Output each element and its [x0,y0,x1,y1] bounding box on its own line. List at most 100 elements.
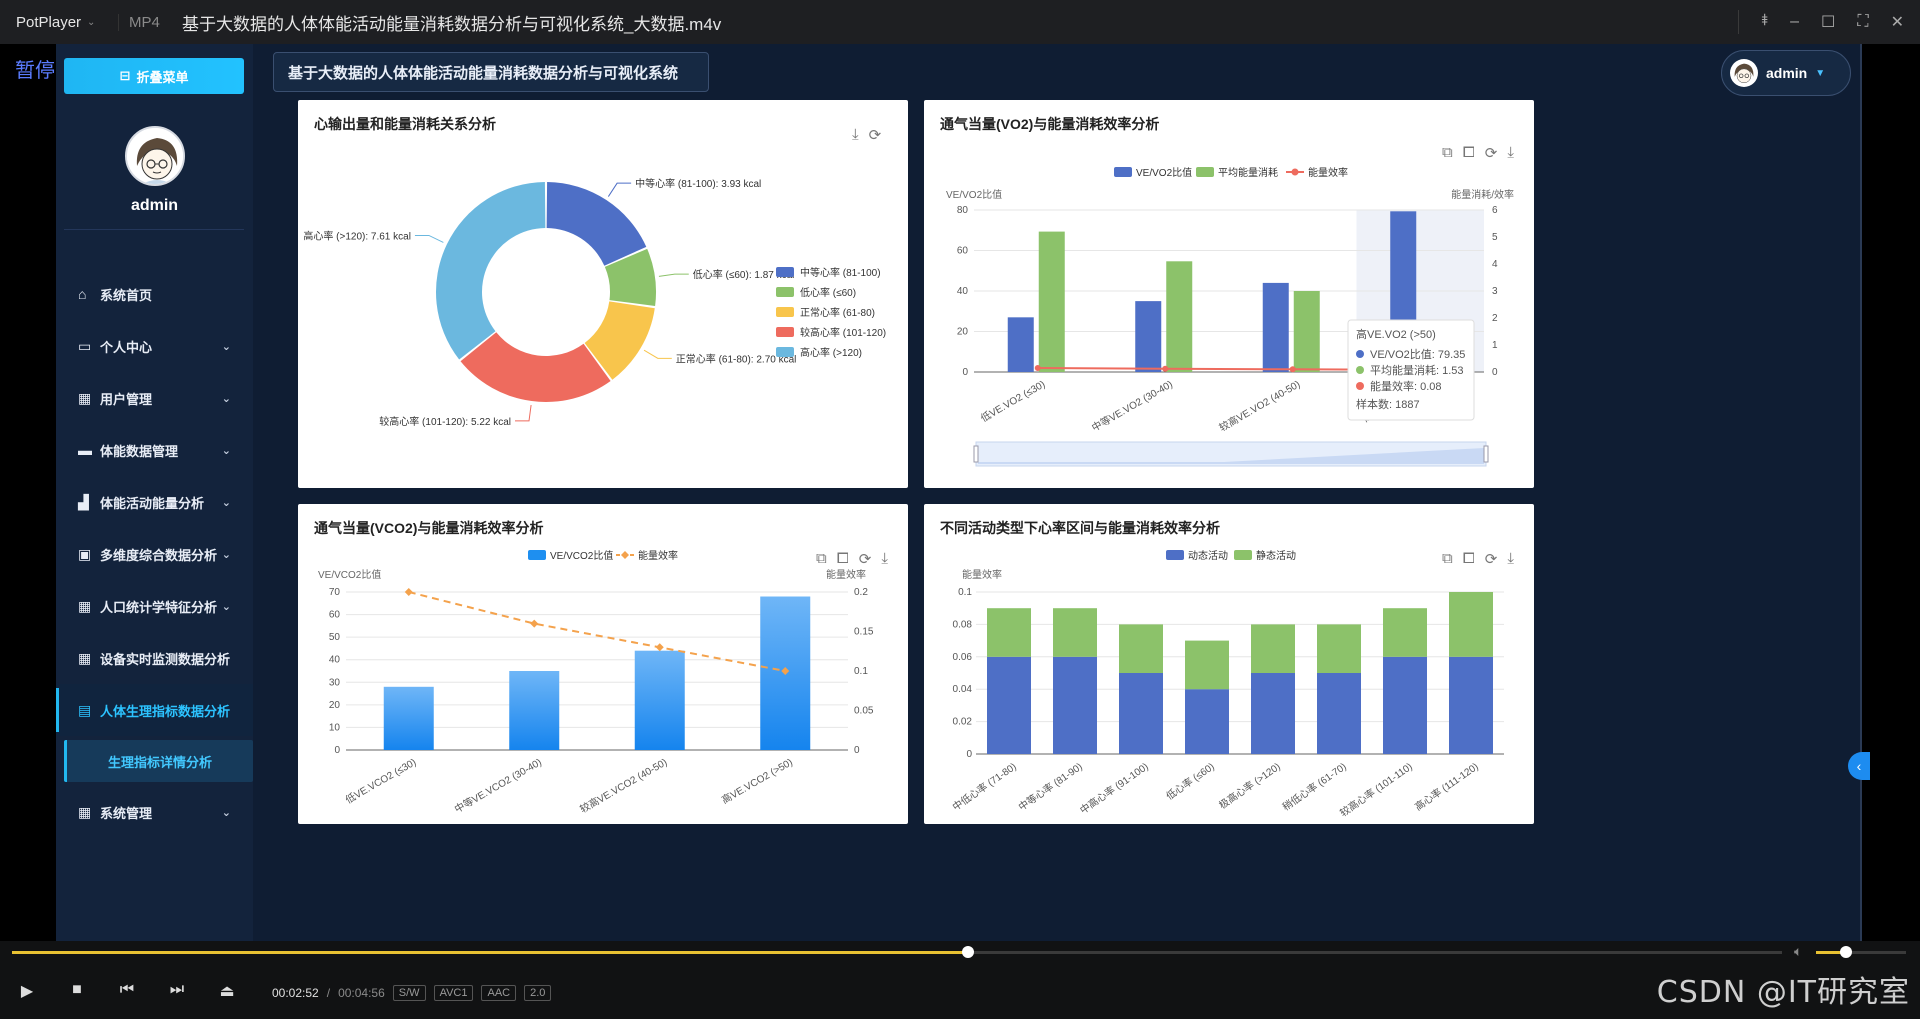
avatar[interactable] [125,126,185,186]
total-time: 00:04:56 [338,986,385,1000]
eject-icon[interactable]: ⏏ [219,983,235,1000]
tooltip-footer: 样本数: 1887 [1356,397,1420,411]
pin-icon[interactable]: ⯒ [1761,11,1769,29]
tooltip-row: 平均能量消耗: 1.53 [1370,363,1464,377]
current-time: 00:02:52 [272,986,319,1000]
bar [634,650,685,750]
datazoom-handle [1483,445,1489,463]
download-icon[interactable]: ⤓ [881,550,888,567]
x-tick-label: 高心率 (111-120) [1412,760,1481,813]
pie-slice [460,332,611,402]
user-menu[interactable]: admin ▼ [1721,50,1851,96]
sidebar-item-user-management[interactable]: ▦ 用户管理 ⌄ [56,372,253,424]
refresh-icon[interactable]: ⟳ [1484,145,1498,162]
bar [1053,608,1097,657]
sidebar-item-physiology[interactable]: ▤ 人体生理指标数据分析 [56,684,253,736]
bar [383,686,434,750]
sidebar-item-personal-center[interactable]: ▭ 个人中心 ⌄ [56,320,253,372]
chevron-down-icon: ⌄ [221,548,231,561]
zoom-icon[interactable]: ⧉ [816,550,827,567]
chart-card-vco2: 通气当量(VCO2)与能量消耗效率分析 ⧉ ⧠ ⟳ ⤓ VE/VCO2比值 能量效… [298,504,908,824]
zoom-reset-icon[interactable]: ⧠ [1462,550,1475,567]
chevron-down-icon: ⌄ [221,496,231,509]
collapse-panel-handle[interactable]: ‹ [1848,752,1870,780]
tooltip-row: 能量效率: 0.08 [1370,379,1442,393]
collapse-menu-button[interactable]: ⊟ 折叠菜单 [64,58,244,94]
bar [1053,656,1097,754]
zoom-reset-icon[interactable]: ⧠ [836,550,849,567]
pause-indicator: 暂停 [15,58,55,82]
legend-label: VE/VCO2比值 [550,549,613,562]
sidebar-item-fitness-data[interactable]: ▬ 体能数据管理 ⌄ [56,424,253,476]
line-point [1162,365,1169,372]
bar [1383,656,1427,754]
player-brand-menu[interactable]: PotPlayer ⌄ [0,14,118,31]
zoom-icon[interactable]: ⧉ [1442,550,1453,567]
sidebar-item-energy-analysis[interactable]: ▟ 体能活动能量分析 ⌄ [56,476,253,528]
legend-swatch [776,267,794,277]
codec-tag[interactable]: AAC [481,985,517,1001]
refresh-icon[interactable]: ⟳ [858,551,872,568]
bar [987,656,1031,754]
zoom-icon[interactable]: ⧉ [1442,144,1453,161]
volume-slider[interactable] [1816,946,1906,958]
download-icon[interactable]: ⤓ [1507,550,1514,567]
legend-label: 中等心率 (81-100) [800,266,881,279]
format-label: MP4 [118,13,176,31]
sidebar-item-label: 设备实时监测数据分析 [100,651,231,667]
legend-label: 高心率 (>120) [800,346,862,359]
y-tick-label: 60 [957,246,969,257]
grid-icon: ▦ [78,597,92,614]
download-icon[interactable]: ⤓ [852,126,859,143]
volume-handle[interactable] [1840,946,1852,958]
zoom-reset-icon[interactable]: ⧠ [1462,144,1475,161]
y-tick-label-right: 3 [1492,286,1498,297]
y-tick-label-right: 4 [1492,259,1498,270]
sidebar-subitem-physiology-detail[interactable]: 生理指标详情分析 [64,740,253,782]
sidebar-item-label: 个人中心 [100,339,153,355]
collapse-icon: ⊟ [119,68,131,83]
sidebar-item-home[interactable]: ⌂ 系统首页 [56,268,253,320]
line-point [1289,366,1296,373]
x-tick-label: 低心率 (≤60) [1163,760,1216,803]
close-icon[interactable]: ✕ [1890,14,1904,31]
volume-icon[interactable]: 🔈︎ [1794,943,1803,959]
codec-tag[interactable]: AVC1 [433,985,474,1001]
next-icon[interactable]: ⏭ [169,981,185,998]
chart-toolbox: ⧉ ⧠ ⟳ ⤓ [1442,550,1514,568]
axis-label: VE/VO2比值 [946,188,1002,201]
maximize-icon[interactable]: ☐ [1821,14,1836,31]
sidebar-item-device-monitoring[interactable]: ▦ 设备实时监测数据分析 [56,632,253,684]
previous-icon[interactable]: ⏮ [119,981,135,998]
chart-title: 通气当量(VCO2)与能量消耗效率分析 [314,520,544,536]
y-tick-label-right: 0.1 [854,666,868,677]
sidebar-item-system-management[interactable]: ▦ 系统管理 ⌄ [56,786,253,838]
refresh-icon[interactable]: ⟳ [868,127,882,144]
sidebar-item-multidimensional[interactable]: ▣ 多维度综合数据分析 ⌄ [56,528,253,580]
chart-toolbox: ⧉ ⧠ ⟳ ⤓ [1442,144,1514,162]
legend-label: 静态活动 [1256,549,1296,562]
play-icon[interactable]: ▶ [20,983,34,1000]
minimize-icon[interactable]: – [1790,13,1800,30]
pie-slice [436,182,546,360]
y-tick-label-right: 0.15 [854,627,874,638]
sidebar-item-demographics[interactable]: ▦ 人口统计学特征分析 ⌄ [56,580,253,632]
codec-tag[interactable]: S/W [392,985,426,1001]
fullscreen-icon[interactable]: ⛶ [1857,13,1869,30]
chevron-down-icon: ⌄ [221,806,231,819]
stop-icon[interactable]: ■ [72,981,82,998]
download-icon[interactable]: ⤓ [1507,144,1514,161]
pie-label: 正常心率 (61-80): 2.70 kcal [676,352,797,365]
chevron-down-icon: ⌄ [221,600,231,613]
chart-title: 通气当量(VO2)与能量消耗效率分析 [940,116,1160,132]
sidebar-username: admin [130,197,179,214]
seek-handle[interactable] [961,946,974,958]
codec-tag[interactable]: 2.0 [524,985,552,1001]
refresh-icon[interactable]: ⟳ [1484,551,1498,568]
scrollbar[interactable] [1860,44,1862,941]
time-info: 00:02:52 / 00:04:56 S/W AVC1 AAC 2.0 [272,985,552,1001]
y-tick-label: 40 [329,655,341,666]
seek-bar[interactable] [12,946,1782,958]
legend-swatch [528,550,546,560]
